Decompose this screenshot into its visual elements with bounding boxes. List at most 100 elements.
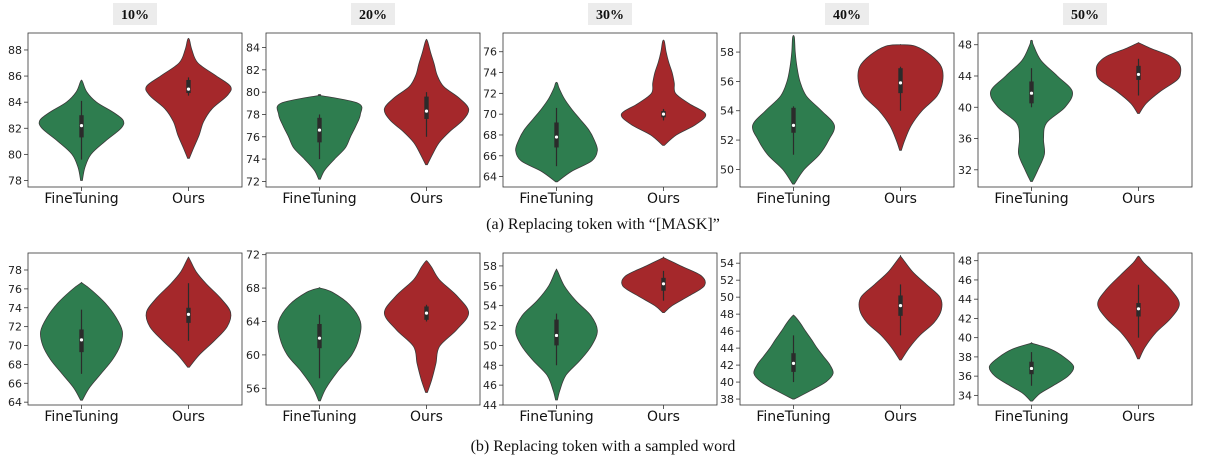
column-header-bg xyxy=(351,3,395,25)
y-tick-label: 76 xyxy=(8,283,22,296)
y-tick-label: 52 xyxy=(483,320,497,333)
y-tick-label: 74 xyxy=(8,302,22,315)
x-tick-label: FineTuning xyxy=(994,409,1068,425)
violin-panel: 72 74 76 78 80 82 84 FineTuning Ours xyxy=(246,32,481,207)
y-tick-label: 34 xyxy=(958,389,972,402)
y-tick-label: 46 xyxy=(958,274,972,287)
y-tick-label: 64 xyxy=(246,315,260,328)
column-header-bg xyxy=(113,3,157,25)
violin-panel: 44 46 48 50 52 54 56 58 FineTuning Ours xyxy=(483,252,718,425)
column-header-bg xyxy=(1063,3,1107,25)
violin-panel: 38 40 42 44 46 48 50 52 54 FineTuning Ours xyxy=(720,252,955,425)
x-tick-label: Ours xyxy=(647,191,680,207)
y-tick-label: 48 xyxy=(958,255,972,268)
y-tick-label: 78 xyxy=(8,264,22,277)
violin-panel: 50 52 54 56 58 FineTuning Ours xyxy=(720,32,955,207)
column-header: 30% xyxy=(596,8,624,23)
plot-frame xyxy=(739,252,955,406)
plot-frame xyxy=(977,252,1193,406)
y-tick-label: 44 xyxy=(483,399,497,412)
violin-ours xyxy=(620,39,707,146)
x-tick-label: FineTuning xyxy=(994,191,1068,207)
y-tick-label: 54 xyxy=(720,105,734,118)
violin-iqr-box xyxy=(554,122,559,148)
x-tick-label: Ours xyxy=(410,409,443,425)
x-tick-label: Ours xyxy=(172,191,205,207)
violin-iqr-box xyxy=(554,319,559,346)
y-tick-label: 42 xyxy=(720,359,734,372)
plot-frame xyxy=(27,32,243,188)
plot-frame xyxy=(739,32,955,188)
column-header-bg xyxy=(588,3,632,25)
y-tick-label: 44 xyxy=(958,70,972,83)
y-tick-label: 38 xyxy=(958,351,972,364)
violin-ours xyxy=(145,37,232,159)
y-tick-label: 58 xyxy=(483,260,497,273)
violin-median xyxy=(661,282,666,286)
plot-frame xyxy=(265,252,481,406)
violin-panel: 78 80 82 84 86 88 FineTuning Ours xyxy=(8,32,243,207)
y-tick-label: 78 xyxy=(246,108,260,121)
violin-iqr-box xyxy=(898,68,903,94)
y-tick-label: 66 xyxy=(483,150,497,163)
violin-iqr-box xyxy=(791,107,796,133)
y-tick-label: 68 xyxy=(8,358,22,371)
violin-median xyxy=(1136,307,1141,311)
violin-median xyxy=(898,81,903,85)
x-tick-label: FineTuning xyxy=(44,409,118,425)
violin-median xyxy=(79,124,84,128)
violin-median xyxy=(661,112,666,116)
x-tick-label: FineTuning xyxy=(519,191,593,207)
x-tick-label: Ours xyxy=(1122,191,1155,207)
y-tick-label: 46 xyxy=(483,379,497,392)
y-tick-label: 76 xyxy=(246,131,260,144)
y-tick-label: 44 xyxy=(958,293,972,306)
y-tick-label: 72 xyxy=(246,175,260,188)
x-tick-label: FineTuning xyxy=(519,409,593,425)
y-tick-label: 64 xyxy=(8,396,22,409)
column-header: 40% xyxy=(833,8,861,23)
x-tick-label: FineTuning xyxy=(282,409,356,425)
violin-median xyxy=(79,338,84,342)
violin-iqr-box xyxy=(317,323,322,349)
violin-median xyxy=(1136,72,1141,77)
y-tick-label: 54 xyxy=(483,300,497,313)
column-header: 20% xyxy=(359,8,387,23)
y-tick-label: 60 xyxy=(246,349,260,362)
x-tick-label: FineTuning xyxy=(44,191,118,207)
x-tick-label: Ours xyxy=(647,409,680,425)
y-tick-label: 72 xyxy=(8,321,22,334)
y-tick-label: 72 xyxy=(246,249,260,262)
y-tick-label: 32 xyxy=(958,164,972,177)
violin-panel: 34 36 38 40 42 44 46 48 FineTuning Ours xyxy=(958,252,1193,425)
x-tick-label: Ours xyxy=(884,409,917,425)
y-tick-label: 66 xyxy=(8,377,22,390)
y-tick-label: 44 xyxy=(720,342,734,355)
y-tick-label: 50 xyxy=(720,291,734,304)
y-tick-label: 72 xyxy=(483,87,497,100)
y-tick-label: 54 xyxy=(720,257,734,270)
column-headers: 10% 20% 30% 40% 50% xyxy=(113,3,1107,25)
violin-median xyxy=(791,361,796,365)
y-tick-label: 48 xyxy=(958,39,972,52)
violin-median xyxy=(186,312,191,316)
x-tick-label: Ours xyxy=(410,191,443,207)
column-header: 50% xyxy=(1071,8,1099,23)
y-tick-label: 70 xyxy=(483,108,497,121)
y-tick-label: 78 xyxy=(8,174,22,187)
violin-median xyxy=(554,135,559,139)
y-tick-label: 38 xyxy=(720,393,734,406)
y-tick-label: 84 xyxy=(246,42,260,55)
y-tick-label: 86 xyxy=(8,70,22,83)
y-tick-label: 40 xyxy=(958,101,972,114)
plot-frame xyxy=(502,252,718,406)
y-tick-label: 82 xyxy=(8,122,22,135)
y-tick-label: 80 xyxy=(246,86,260,99)
violin-panel: 32 36 40 44 48 FineTuning Ours xyxy=(958,32,1193,207)
violin-median xyxy=(186,87,191,91)
y-tick-label: 88 xyxy=(8,44,22,57)
plot-frame xyxy=(977,32,1193,188)
violin-iqr-box xyxy=(186,79,191,94)
y-tick-label: 76 xyxy=(483,46,497,59)
